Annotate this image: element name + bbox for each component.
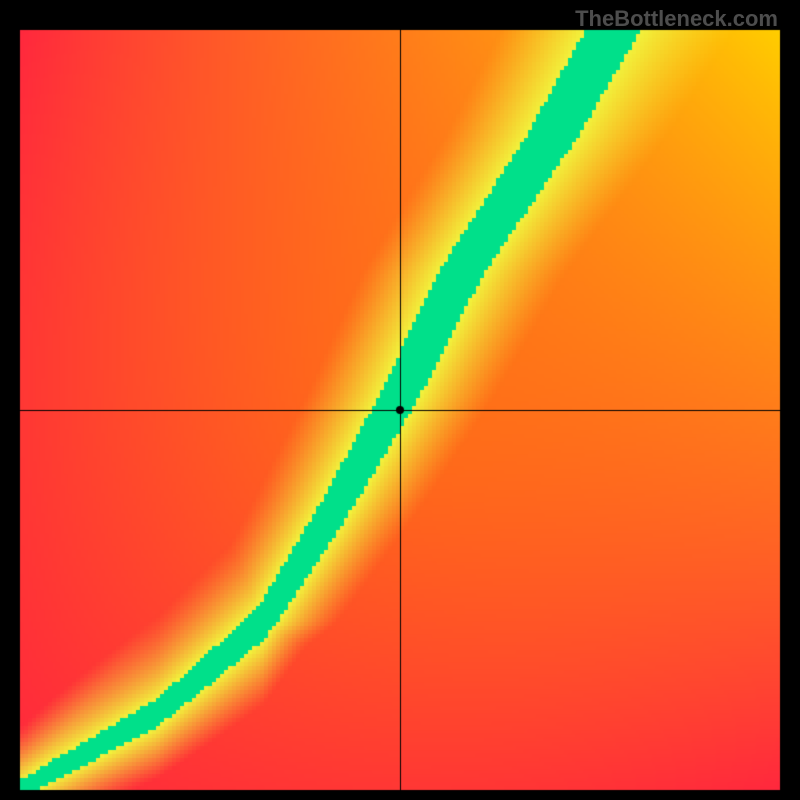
watermark-text: TheBottleneck.com — [575, 6, 778, 32]
